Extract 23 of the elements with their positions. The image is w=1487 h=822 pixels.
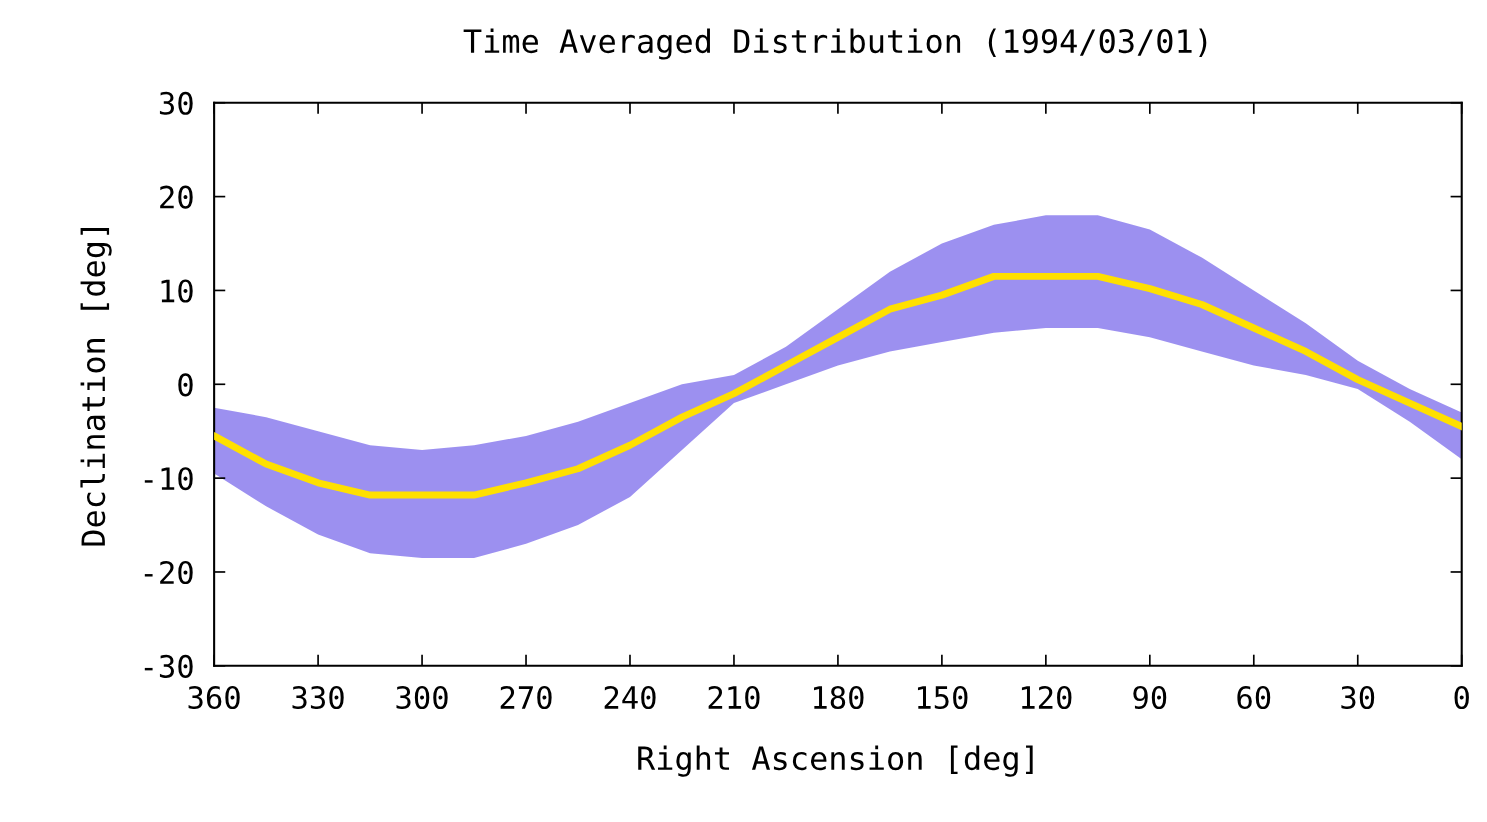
x-tick-label: 60 xyxy=(1237,685,1271,710)
y-tick-label: -30 xyxy=(144,654,193,678)
y-tick-label: 0 xyxy=(178,373,193,397)
x-tick-label: 30 xyxy=(1341,685,1375,710)
x-axis-title: Right Ascension [deg] xyxy=(638,745,1033,777)
x-tick-label: 330 xyxy=(292,685,344,710)
y-tick-label: -10 xyxy=(144,467,193,491)
y-tick-label: 10 xyxy=(161,279,193,303)
x-tick-label: 360 xyxy=(188,685,240,710)
chart-title: Time Averaged Distribution (1994/03/01) xyxy=(463,28,1207,60)
y-tick-label: -20 xyxy=(144,560,193,585)
x-tick-label: 120 xyxy=(1021,685,1072,710)
x-tick-label: 180 xyxy=(814,685,864,710)
x-tick-label: 240 xyxy=(604,685,656,710)
x-tick-label: 0 xyxy=(1454,685,1469,710)
x-tick-label: 210 xyxy=(708,685,760,710)
x-tick-label: 300 xyxy=(396,685,448,710)
y-tick-label: 30 xyxy=(159,91,193,115)
x-tick-label: 150 xyxy=(917,685,968,710)
y-tick-label: 20 xyxy=(160,185,193,209)
y-axis-title: Declination [deg] xyxy=(80,228,112,546)
x-tick-label: 90 xyxy=(1133,685,1167,710)
x-tick-label: 270 xyxy=(500,685,552,710)
